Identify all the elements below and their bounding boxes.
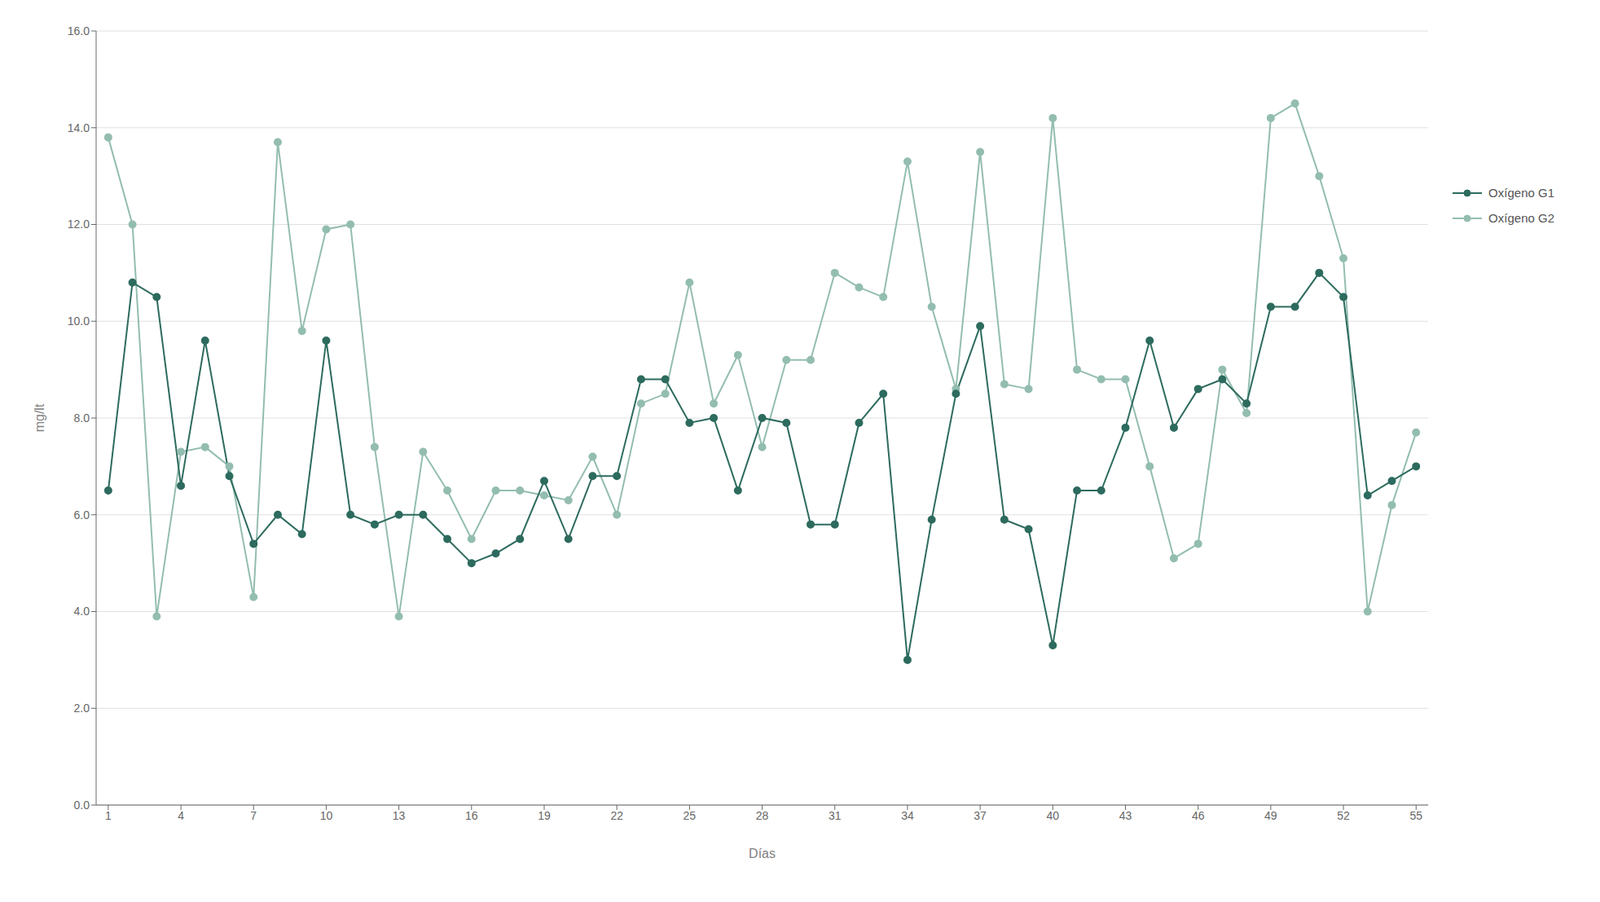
svg-text:19: 19 [537, 808, 551, 822]
svg-text:16: 16 [465, 808, 479, 822]
svg-text:34: 34 [901, 808, 915, 822]
svg-text:31: 31 [828, 808, 842, 822]
svg-text:49: 49 [1264, 808, 1278, 822]
svg-text:25: 25 [683, 808, 697, 822]
svg-text:14.0: 14.0 [67, 121, 90, 135]
svg-text:10.0: 10.0 [67, 314, 90, 328]
svg-text:40: 40 [1046, 808, 1060, 822]
svg-text:7: 7 [250, 808, 257, 822]
svg-text:1: 1 [105, 808, 112, 822]
svg-text:43: 43 [1119, 808, 1133, 822]
svg-text:0.0: 0.0 [74, 798, 91, 812]
svg-text:mg/lt: mg/lt [32, 403, 47, 432]
svg-text:12.0: 12.0 [67, 217, 90, 231]
svg-text:46: 46 [1191, 808, 1205, 822]
html-text:Oxígeno G2: Oxígeno G2 [1488, 210, 1555, 225]
svg-text:10: 10 [320, 808, 334, 822]
svg-text:55: 55 [1409, 808, 1423, 822]
svg-text:6.0: 6.0 [74, 508, 91, 522]
svg-text:16.0: 16.0 [67, 24, 90, 38]
svg-text:13: 13 [392, 808, 406, 822]
svg-text:4: 4 [177, 808, 185, 822]
svg-text:2.0: 2.0 [74, 701, 91, 715]
html-text:Oxígeno G1: Oxígeno G1 [1488, 185, 1555, 200]
svg-text:22: 22 [610, 808, 624, 822]
svg-text:52: 52 [1336, 808, 1350, 822]
svg-text:Días: Días [748, 846, 776, 861]
svg-text:28: 28 [756, 808, 770, 822]
svg-text:8.0: 8.0 [74, 411, 91, 425]
svg-text:37: 37 [973, 808, 987, 822]
svg-text:4.0: 4.0 [74, 604, 91, 618]
